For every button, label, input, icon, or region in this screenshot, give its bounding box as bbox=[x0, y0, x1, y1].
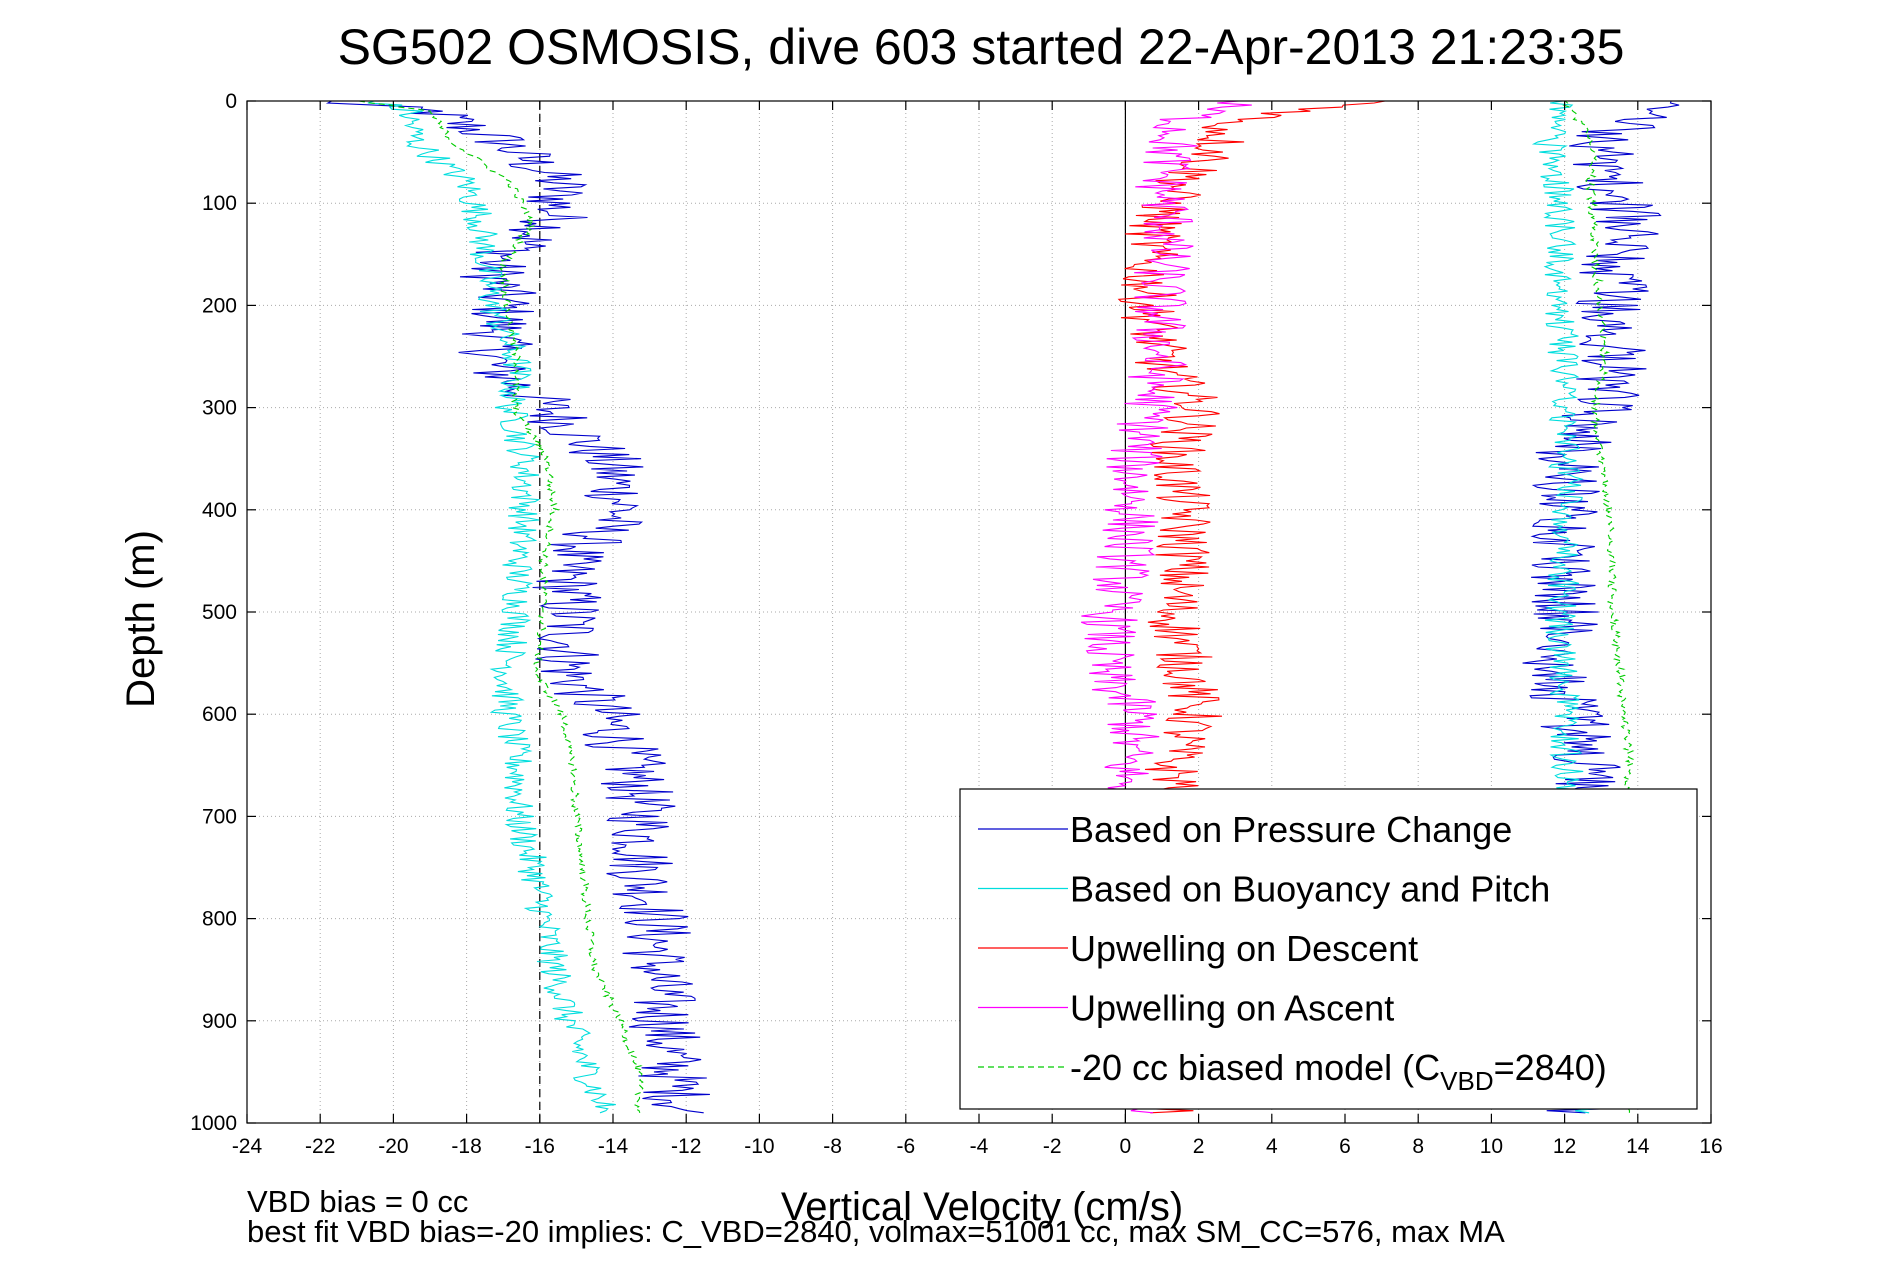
y-tick-label: 300 bbox=[202, 397, 237, 420]
y-axis-label: Depth (m) bbox=[119, 530, 163, 708]
x-axis-label: Vertical Velocity (cm/s) bbox=[781, 1185, 1183, 1229]
series-line-1-descent bbox=[367, 100, 616, 1114]
legend-entry: Upwelling on Descent bbox=[1070, 928, 1418, 969]
y-tick-label: 700 bbox=[202, 805, 237, 828]
x-tick-label: 8 bbox=[1412, 1135, 1424, 1158]
legend-entry: -20 cc biased model (CVBD=2840) bbox=[1070, 1047, 1607, 1096]
y-tick-label: 0 bbox=[225, 90, 237, 113]
legend-entry-suffix: =2840) bbox=[1494, 1047, 1607, 1088]
x-tick-label: 12 bbox=[1553, 1135, 1576, 1158]
x-tick-label: -8 bbox=[823, 1135, 842, 1158]
x-tick-label: 4 bbox=[1266, 1135, 1278, 1158]
x-tick-label: 16 bbox=[1699, 1135, 1722, 1158]
footer-note-line1: VBD bias = 0 cc bbox=[247, 1184, 468, 1219]
x-tick-label: -10 bbox=[744, 1135, 774, 1158]
x-tick-label: -20 bbox=[378, 1135, 408, 1158]
x-tick-label: -16 bbox=[525, 1135, 555, 1158]
legend-entry: Based on Pressure Change bbox=[1070, 809, 1512, 850]
y-tick-label: 800 bbox=[202, 908, 237, 931]
series-line-4-descent bbox=[358, 100, 644, 1113]
y-tick-label: 100 bbox=[202, 192, 237, 215]
x-tick-label: -6 bbox=[896, 1135, 915, 1158]
chart-title: SG502 OSMOSIS, dive 603 started 22-Apr-2… bbox=[338, 19, 1625, 75]
x-tick-label: -18 bbox=[451, 1135, 481, 1158]
x-tick-label: -12 bbox=[671, 1135, 701, 1158]
y-tick-label: 1000 bbox=[190, 1112, 237, 1135]
legend-box bbox=[959, 788, 1698, 1110]
footer-note-line2: best fit VBD bias=-20 implies: C_VBD=284… bbox=[247, 1214, 1505, 1249]
x-tick-label: 14 bbox=[1626, 1135, 1650, 1158]
plot-area: -24 -22 -20 -18 -16 -14 -12 -10 -8 -6 -4 -2 0 2 4 6 8 10 1… bbox=[190, 90, 1722, 1158]
y-tick-label: 400 bbox=[202, 499, 237, 522]
x-tick-label: 2 bbox=[1193, 1135, 1205, 1158]
x-tick-label: -24 bbox=[232, 1135, 263, 1158]
x-tick-label: 6 bbox=[1339, 1135, 1351, 1158]
series-line-4-ascent bbox=[1562, 100, 1640, 1113]
x-tick-label: -22 bbox=[305, 1135, 335, 1158]
legend: Based on Pressure Change Based on Buoyanc… bbox=[959, 788, 1698, 1110]
y-tick-label: 200 bbox=[202, 294, 237, 317]
x-tick-label: -4 bbox=[970, 1135, 989, 1158]
y-tick-label: 600 bbox=[202, 703, 237, 726]
x-tick-label: 10 bbox=[1480, 1135, 1503, 1158]
x-tick-label: -2 bbox=[1043, 1135, 1062, 1158]
legend-entry-subscript: VBD bbox=[1440, 1066, 1493, 1096]
y-tick-label: 500 bbox=[202, 601, 237, 624]
x-tick-label: -14 bbox=[598, 1135, 629, 1158]
x-tick-label: 0 bbox=[1120, 1135, 1132, 1158]
series-line-0-descent bbox=[325, 100, 710, 1114]
y-tick-label: 900 bbox=[202, 1010, 237, 1033]
legend-entry: Based on Buoyancy and Pitch bbox=[1070, 869, 1550, 910]
legend-entry: Upwelling on Ascent bbox=[1070, 988, 1394, 1029]
